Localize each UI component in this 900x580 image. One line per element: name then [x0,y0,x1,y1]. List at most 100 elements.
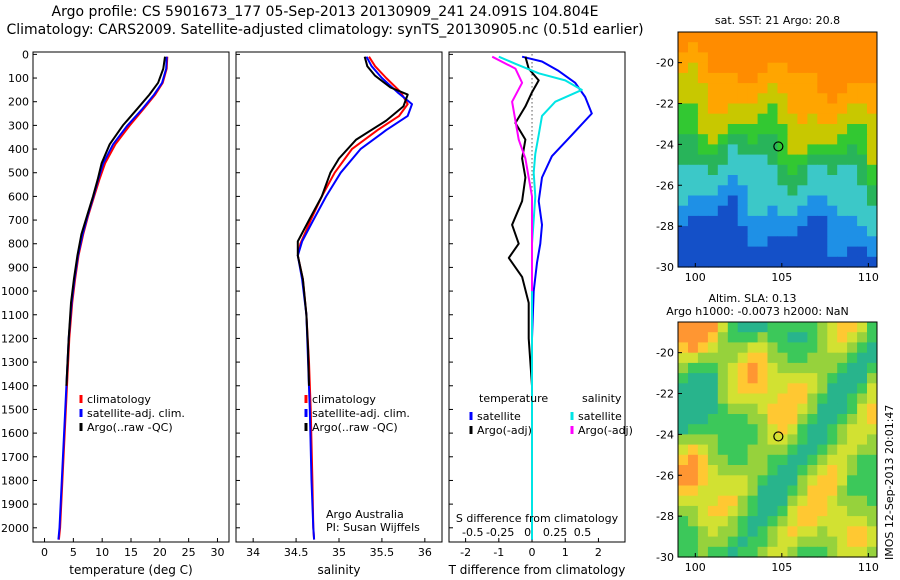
map-cell [747,414,759,425]
map-cell [678,185,689,197]
map-cell [867,134,878,145]
map-cell [817,236,828,248]
map-cell [797,256,808,268]
map-cell [697,205,709,217]
map-cell [697,414,709,425]
series-line [507,56,540,386]
map-cell [737,93,749,105]
map-cell [817,373,828,384]
map-cell [688,383,699,395]
map-cell [857,164,868,176]
map-cell [767,246,778,258]
map-cell [727,362,739,374]
map-cell [678,373,689,384]
map-cell [707,485,719,497]
map-cell [847,113,858,125]
map-cell [707,322,719,333]
map-cell [827,205,838,217]
map-cell [817,134,828,145]
map-cell [787,383,798,395]
map-cell [807,256,818,268]
map-cell [757,205,769,217]
map-cell [737,32,749,43]
map-cell [817,454,828,466]
map-cell [837,226,848,237]
map-cell [767,516,778,527]
map-cell [827,164,838,176]
map-cell [807,164,818,176]
map-y-tick-label: -24 [656,428,674,441]
map-cell [707,546,719,558]
map-cell [717,414,729,425]
map-cell [787,256,798,268]
map-cell [817,256,828,268]
map-cell [817,414,828,425]
legend-label: satellite-adj. clim. [312,407,410,420]
map-cell [767,393,778,405]
map-cell [767,154,778,166]
map-cell [857,103,868,115]
map-cell [777,246,788,258]
map-cell [747,134,759,145]
map-cell [737,72,749,84]
map-cell [857,144,868,156]
map-cell [678,215,689,227]
map-cell [688,205,699,217]
map-cell [688,414,699,425]
map-cell [707,403,719,415]
map-cell [787,434,798,446]
map-cell [727,444,739,456]
map-cell [847,342,858,354]
map-cell [777,226,788,237]
map-cell [727,475,739,487]
map-cell [777,495,788,507]
map-cell [857,32,868,43]
map-cell [727,52,739,64]
map-cell [847,205,858,217]
map-cell [857,505,868,517]
map-cell [787,495,798,507]
top-tick-label: -0.5 [462,526,483,539]
map-cell [697,134,709,145]
map-cell [857,62,868,74]
map-cell [678,444,689,456]
map-cell [767,434,778,446]
map-cell [767,505,778,517]
map-cell [757,164,769,176]
map-cell [827,246,838,258]
map-cell [717,124,729,135]
map-cell [817,226,828,237]
map-cell [688,495,699,507]
map-cell [837,485,848,497]
map-cell [697,154,709,166]
map-cell [717,362,729,374]
map-cell [807,322,818,333]
map-cell [807,444,818,456]
map-cell [867,144,878,156]
legend-label: satellite-adj. clim. [87,407,185,420]
map-cell [747,226,759,237]
map-cell [737,322,749,333]
map-cell [807,124,818,135]
map-cell [757,536,769,548]
map-cell [867,546,878,558]
map-cell [727,32,739,43]
map-x-tick-label: 110 [858,561,879,574]
map-cell [867,516,878,527]
map-cell [767,256,778,268]
map-cell [807,393,818,405]
map-cell [857,42,868,53]
map-cell [688,475,699,487]
map-cell [817,144,828,156]
map-cell [857,352,868,364]
depth-tick-label: 1800 [1,474,29,487]
map-cell [737,134,749,145]
map-cell [688,322,699,333]
map-cell [797,164,808,176]
map-cell [817,362,828,374]
map-cell [757,154,769,166]
map-cell [827,144,838,156]
map-cell [717,113,729,125]
map-cell [837,383,848,395]
map-cell [847,454,858,466]
